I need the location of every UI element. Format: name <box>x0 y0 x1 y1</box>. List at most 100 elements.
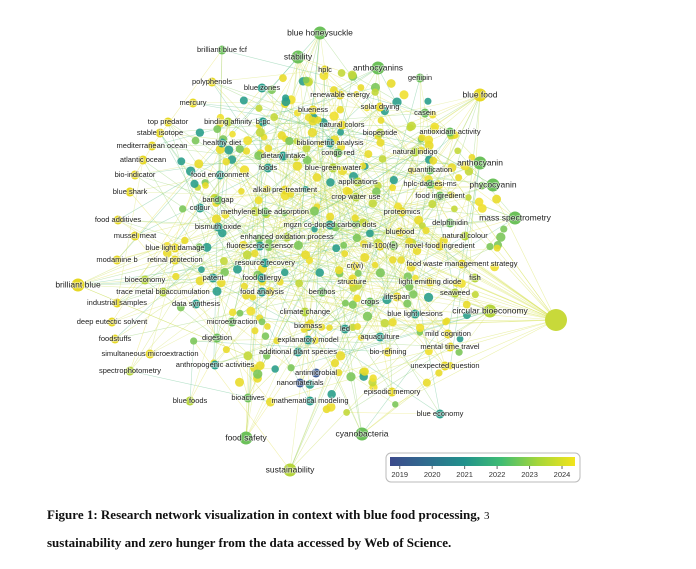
node-dot <box>265 397 275 407</box>
color-bar <box>390 457 575 466</box>
edge <box>222 139 363 435</box>
edge <box>380 120 494 186</box>
node-dot <box>216 113 225 122</box>
edge <box>401 211 441 415</box>
node <box>107 317 117 327</box>
node-label: natural colors <box>319 120 364 129</box>
edge <box>245 311 306 439</box>
node <box>140 275 150 285</box>
node-label: hplc <box>318 65 332 74</box>
edge <box>237 268 451 348</box>
node-dot <box>448 191 456 199</box>
node-dot <box>418 222 426 230</box>
node-label: food ingredient <box>415 191 466 200</box>
edge <box>414 135 454 315</box>
edge <box>201 245 381 270</box>
edge <box>206 247 249 399</box>
node <box>185 396 195 406</box>
node <box>188 98 198 108</box>
node-dot <box>276 278 284 286</box>
edge <box>315 336 381 374</box>
node-dot <box>405 282 414 291</box>
edge <box>134 235 271 403</box>
caption-line: sustainability and zero hunger from the … <box>47 535 452 550</box>
edge <box>321 301 371 328</box>
node-dot <box>329 111 339 121</box>
edge <box>413 94 481 295</box>
node-label: congo red <box>321 148 354 157</box>
node <box>260 207 270 217</box>
legend-tick-label: 2019 <box>391 470 408 479</box>
edge <box>356 237 446 367</box>
node-label: resource recovery <box>235 258 295 267</box>
node-label: foodstuffs <box>99 334 132 343</box>
node-dot <box>267 85 277 95</box>
edge <box>296 141 449 335</box>
edge <box>77 242 379 286</box>
edge <box>337 106 381 154</box>
edge <box>232 56 299 135</box>
node-dot <box>389 184 397 192</box>
node <box>410 147 420 157</box>
node-dot <box>285 136 294 146</box>
node-dot <box>341 299 349 307</box>
edge <box>142 159 346 304</box>
node-dot <box>422 378 431 387</box>
node-dot <box>243 351 253 361</box>
node-dot <box>162 248 172 258</box>
edge <box>231 167 269 323</box>
edge <box>305 189 557 321</box>
node-label: benthos <box>309 287 336 296</box>
edge <box>192 102 335 117</box>
node-label: structure <box>337 277 366 286</box>
edge <box>298 32 321 246</box>
node-label: mgzn co-doped carbon dots <box>284 220 377 229</box>
edge <box>262 281 431 283</box>
node-label: bio-refining <box>369 347 406 356</box>
node-dot <box>392 401 399 408</box>
node <box>170 255 180 265</box>
edge <box>174 259 491 312</box>
edge <box>276 181 359 341</box>
node-label: food analysis <box>240 287 284 296</box>
edge <box>315 339 451 348</box>
node-label: atlantic ocean <box>120 155 166 164</box>
node <box>443 329 453 339</box>
node-dot <box>246 306 256 316</box>
node <box>445 127 455 137</box>
edge <box>151 145 494 186</box>
node-dot <box>347 70 357 80</box>
edge <box>329 142 345 246</box>
edge <box>458 310 491 353</box>
edge <box>213 198 346 330</box>
node-dot <box>335 369 343 377</box>
node <box>125 366 135 376</box>
node-dot <box>312 173 322 182</box>
node-dot <box>415 323 425 333</box>
node-dot <box>462 311 471 320</box>
edge <box>362 94 481 167</box>
node <box>258 117 268 127</box>
node-dot <box>357 334 365 341</box>
node-dot <box>389 256 397 264</box>
edge <box>274 67 379 118</box>
edge <box>195 241 410 305</box>
edge <box>144 184 494 281</box>
edge <box>214 263 463 366</box>
edge <box>428 145 557 321</box>
node <box>353 177 363 187</box>
node <box>217 45 227 55</box>
node-label: mil-100(fe) <box>362 241 398 250</box>
edge <box>245 295 309 327</box>
edge <box>270 319 557 403</box>
node-label: blue light lesions <box>387 309 443 318</box>
node-dot <box>326 178 335 187</box>
node-dot <box>492 194 502 204</box>
node <box>317 287 327 297</box>
node-dot <box>314 116 322 124</box>
node-dot <box>238 187 245 195</box>
node-label: mercury <box>179 98 206 107</box>
edge <box>144 118 314 281</box>
node-dot <box>428 200 437 209</box>
